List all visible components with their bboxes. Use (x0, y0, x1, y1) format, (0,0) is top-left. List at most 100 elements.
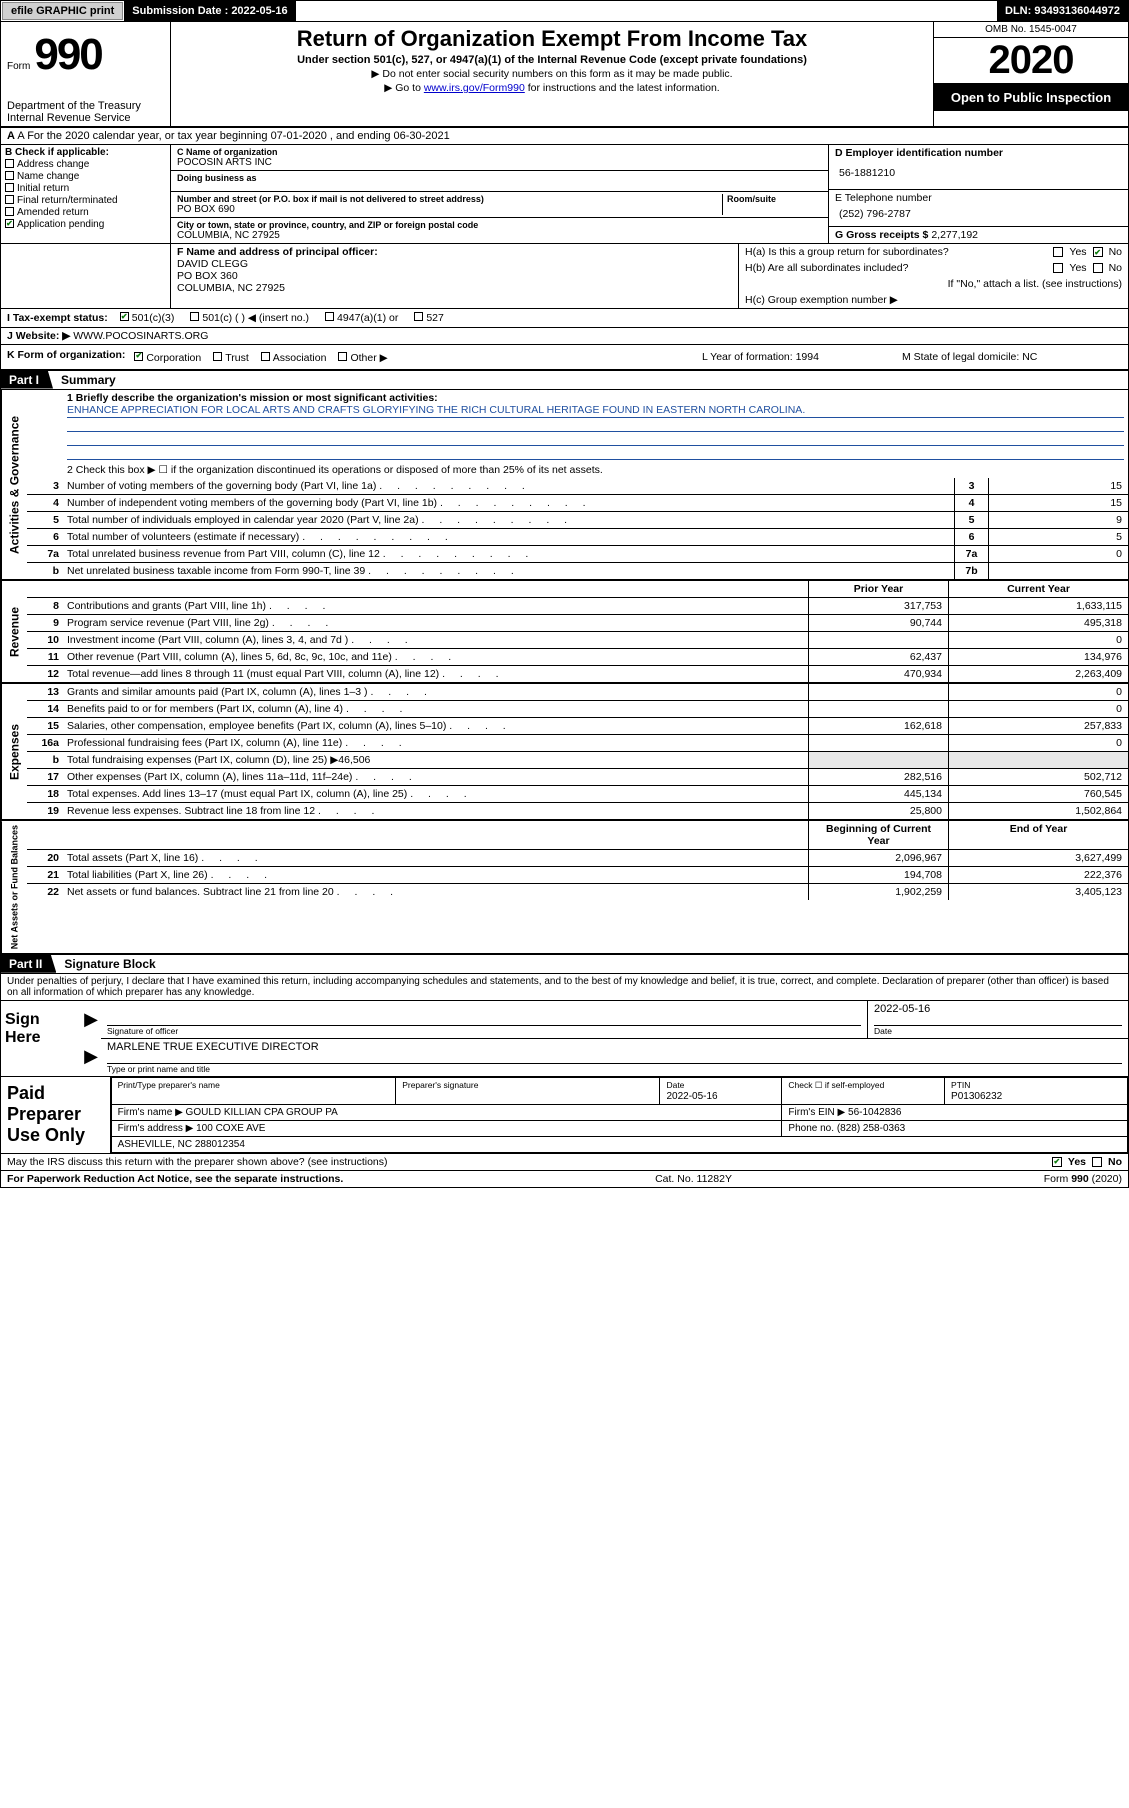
summary-line: b Total fundraising expenses (Part IX, c… (27, 752, 1128, 769)
tax-status-option[interactable]: 501(c) ( ) ◀ (insert no.) (190, 312, 309, 324)
box-f-label: F Name and address of principal officer: (177, 246, 378, 258)
self-employed-check[interactable]: Check ☐ if self-employed (788, 1080, 884, 1090)
dba-label: Doing business as (177, 173, 822, 183)
box-b-checkbox[interactable]: Initial return (5, 183, 166, 194)
sign-here-block: Sign Here ▶ ▶ Signature of officer 2022-… (1, 1001, 1128, 1077)
arrow-icon: ▶ (84, 1046, 98, 1067)
box-b-checkbox[interactable]: Amended return (5, 207, 166, 218)
tax-status-option[interactable]: 527 (414, 312, 444, 324)
officer-printed-name: MARLENE TRUE EXECUTIVE DIRECTOR (107, 1041, 1122, 1053)
summary-line: 21 Total liabilities (Part X, line 26) .… (27, 867, 1128, 884)
ein-label: D Employer identification number (835, 147, 1122, 159)
part1-tab: Part I (1, 371, 53, 389)
perjury-statement: Under penalties of perjury, I declare th… (1, 974, 1128, 1001)
discuss-yes-checkbox[interactable] (1052, 1157, 1062, 1167)
officer-addr2: COLUMBIA, NC 27925 (177, 282, 732, 294)
box-b-checkbox[interactable]: Name change (5, 171, 166, 182)
form-num: 990 (34, 30, 101, 80)
form-number: Form 990 (7, 30, 164, 80)
hdr-prior-year: Prior Year (808, 581, 948, 597)
box-d: D Employer identification number 56-1881… (828, 145, 1128, 243)
ha-yes-checkbox[interactable] (1053, 247, 1063, 257)
row-a-tax-year: A A For the 2020 calendar year, or tax y… (1, 128, 1128, 145)
tax-status-option[interactable]: 501(c)(3) (120, 312, 175, 324)
form-org-option[interactable]: Trust (213, 352, 249, 364)
form-subtitle: Under section 501(c), 527, or 4947(a)(1)… (177, 54, 927, 66)
paid-preparer-block: Paid Preparer Use Only Print/Type prepar… (1, 1077, 1128, 1154)
firm-addr-label: Firm's address ▶ (118, 1123, 194, 1134)
part1-header: Part I Summary (1, 371, 1128, 390)
side-governance: Activities & Governance (1, 390, 27, 579)
summary-line: 20 Total assets (Part X, line 16) . . . … (27, 850, 1128, 867)
firm-ein: 56-1042836 (848, 1107, 901, 1118)
side-revenue: Revenue (1, 581, 27, 682)
mission-text: ENHANCE APPRECIATION FOR LOCAL ARTS AND … (67, 404, 1124, 418)
website-label: J Website: ▶ (7, 330, 70, 342)
hb-label: H(b) Are all subordinates included? (745, 262, 908, 274)
mission-blank (67, 418, 1124, 432)
part1-revenue: Revenue Prior Year Current Year 8 Contri… (1, 581, 1128, 684)
open-to-public: Open to Public Inspection (934, 84, 1128, 111)
box-b-checkbox[interactable]: Address change (5, 159, 166, 170)
ptin-value: P01306232 (951, 1091, 1002, 1102)
form-title: Return of Organization Exempt From Incom… (177, 26, 927, 52)
topbar: efile GRAPHIC print Submission Date : 20… (1, 1, 1128, 22)
officer-addr1: PO BOX 360 (177, 270, 732, 282)
ha-no-checkbox[interactable] (1093, 247, 1103, 257)
state-domicile: M State of legal domicile: NC (902, 351, 1122, 363)
form-org-option[interactable]: Association (261, 352, 327, 364)
form-org-option[interactable]: Corporation (134, 352, 201, 364)
form-header: Form 990 Department of the Treasury Inte… (1, 22, 1128, 128)
ha-label: H(a) Is this a group return for subordin… (745, 246, 949, 258)
part1-title: Summary (53, 373, 116, 387)
summary-line: 18 Total expenses. Add lines 13–17 (must… (27, 786, 1128, 803)
form-ref: Form 990 (2020) (1044, 1173, 1122, 1185)
efile-print-button[interactable]: efile GRAPHIC print (2, 2, 123, 20)
summary-line: 3 Number of voting members of the govern… (27, 478, 1128, 495)
box-b-checkbox[interactable]: Final return/terminated (5, 195, 166, 206)
mission-blank (67, 446, 1124, 460)
hdr-current-year: Current Year (948, 581, 1128, 597)
summary-line: 17 Other expenses (Part IX, column (A), … (27, 769, 1128, 786)
summary-line: 7a Total unrelated business revenue from… (27, 546, 1128, 563)
room-label: Room/suite (727, 194, 822, 204)
cat-no: Cat. No. 11282Y (655, 1173, 732, 1185)
instruction-line2: ▶ Go to www.irs.gov/Form990 for instruct… (177, 82, 927, 94)
sign-date-label: Date (874, 1025, 1122, 1036)
officer-name: DAVID CLEGG (177, 258, 732, 270)
summary-line: 22 Net assets or fund balances. Subtract… (27, 884, 1128, 900)
sign-here-label: Sign Here (1, 1001, 81, 1076)
row-klm: K Form of organization: CorporationTrust… (1, 345, 1128, 371)
summary-line: 6 Total number of volunteers (estimate i… (27, 529, 1128, 546)
year-formation: L Year of formation: 1994 (702, 351, 902, 363)
discuss-no-checkbox[interactable] (1092, 1157, 1102, 1167)
summary-line: 14 Benefits paid to or for members (Part… (27, 701, 1128, 718)
department: Department of the Treasury Internal Reve… (7, 100, 164, 124)
summary-line: 11 Other revenue (Part VIII, column (A),… (27, 649, 1128, 666)
print-name-label: Type or print name and title (107, 1063, 1122, 1074)
street-label: Number and street (or P.O. box if mail i… (177, 194, 702, 204)
part2-header: Part II Signature Block (1, 955, 1128, 974)
form-org-option[interactable]: Other ▶ (338, 352, 387, 364)
box-b-checkbox[interactable]: Application pending (5, 219, 166, 230)
part1-expenses: Expenses 13 Grants and similar amounts p… (1, 684, 1128, 821)
preparer-date-label: Date (666, 1080, 684, 1090)
tax-status-option[interactable]: 4947(a)(1) or (325, 312, 398, 324)
irs-link[interactable]: www.irs.gov/Form990 (424, 82, 525, 94)
hb-yes-checkbox[interactable] (1053, 263, 1063, 273)
summary-line: 4 Number of independent voting members o… (27, 495, 1128, 512)
hb-no-checkbox[interactable] (1093, 263, 1103, 273)
side-expenses: Expenses (1, 684, 27, 819)
summary-line: 15 Salaries, other compensation, employe… (27, 718, 1128, 735)
mission-blank (67, 432, 1124, 446)
box-b: B Check if applicable: Address changeNam… (1, 145, 171, 243)
submission-date: Submission Date : 2022-05-16 (124, 1, 295, 21)
org-name-label: C Name of organization (177, 147, 822, 157)
summary-line: 19 Revenue less expenses. Subtract line … (27, 803, 1128, 819)
part1-governance: Activities & Governance 1 Briefly descri… (1, 390, 1128, 581)
preparer-sig-label: Preparer's signature (402, 1080, 478, 1090)
section-fh: F Name and address of principal officer:… (1, 244, 1128, 309)
summary-line: 12 Total revenue—add lines 8 through 11 … (27, 666, 1128, 682)
summary-line: 13 Grants and similar amounts paid (Part… (27, 684, 1128, 701)
summary-line: 16a Professional fundraising fees (Part … (27, 735, 1128, 752)
